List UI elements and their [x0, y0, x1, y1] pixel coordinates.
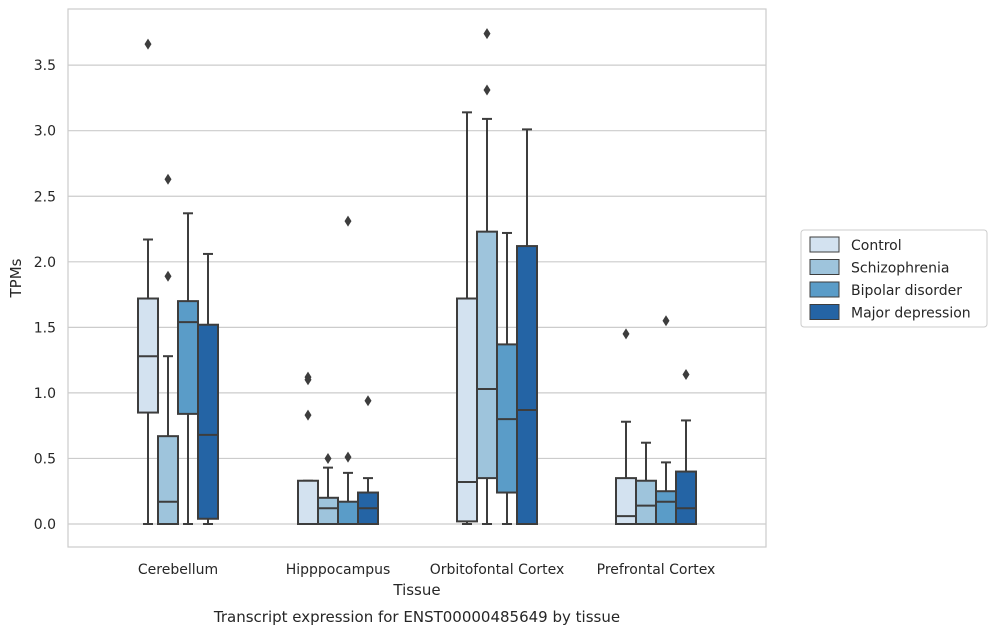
box-iqr [476, 230, 498, 480]
box-major-depression [516, 128, 538, 525]
legend-swatch [809, 304, 840, 320]
box-iqr [177, 300, 199, 415]
box-major-depression [675, 369, 697, 525]
box-bipolar-disorder [496, 231, 518, 525]
x-axis-label: Tissue [392, 581, 440, 599]
outlier-point [304, 371, 312, 383]
outlier-point [483, 84, 491, 96]
outlier-point [622, 328, 630, 340]
x-tick-label: Hipppocampus [286, 562, 391, 578]
box-iqr [337, 500, 359, 526]
outlier-point [364, 395, 372, 407]
box-iqr [635, 479, 657, 525]
y-tick-label: 0.5 [34, 451, 56, 467]
y-tick-label: 1.5 [34, 320, 56, 336]
legend-label: Bipolar disorder [851, 283, 962, 299]
legend-label: Schizophrenia [851, 261, 949, 277]
outlier-point [144, 38, 152, 50]
outlier-point [304, 409, 312, 421]
outlier-point [164, 270, 172, 282]
plot-frame [67, 8, 767, 548]
box-iqr [317, 496, 339, 525]
x-tick-label: Orbitofontal Cortex [430, 562, 565, 578]
box-major-depression [197, 252, 219, 525]
y-tick-label: 0.0 [34, 517, 56, 533]
y-axis-ticks: 0.0 0.5 1.0 1.5 2.0 2.5 3.0 3.5 [34, 58, 56, 533]
box-iqr [197, 323, 219, 520]
legend-swatch [809, 281, 840, 298]
y-tick-label: 2.0 [34, 255, 56, 271]
outlier-point [662, 315, 670, 327]
box-schizophrenia [476, 28, 498, 525]
x-axis-ticks: Cerebellum Hipppocampus Orbitofontal Corte… [138, 562, 715, 578]
plot-background [68, 9, 766, 547]
outlier-point [344, 451, 352, 463]
box-schizophrenia [157, 173, 179, 525]
legend-swatch [809, 236, 840, 253]
y-tick-label: 2.5 [34, 189, 56, 205]
box-control [297, 371, 319, 525]
box-iqr [297, 479, 319, 525]
y-tick-label: 1.0 [34, 386, 56, 402]
box-iqr [675, 470, 697, 525]
outlier-point [324, 452, 332, 464]
box-iqr [655, 490, 677, 526]
outlier-point [164, 173, 172, 185]
box-groups [137, 28, 697, 526]
legend-swatch [809, 259, 840, 275]
y-tick-label: 3.5 [34, 58, 56, 74]
outlier-point [483, 28, 491, 40]
box-major-depression [357, 395, 379, 526]
y-axis-label: TPMs [7, 258, 25, 298]
box-control [137, 38, 159, 525]
box-iqr [516, 245, 538, 525]
outlier-point [682, 369, 690, 381]
box-bipolar-disorder [337, 215, 359, 526]
y-tick-label: 3.0 [34, 124, 56, 140]
x-tick-label: Cerebellum [138, 562, 218, 578]
legend: Control Schizophrenia Bipolar disorder Majo… [800, 229, 988, 328]
outlier-point [344, 215, 352, 227]
x-tick-label: Prefrontal Cortex [597, 562, 716, 578]
legend-frame [800, 229, 988, 328]
chart-caption: Transcript expression for ENST0000048564… [213, 608, 620, 626]
box-iqr [157, 435, 179, 525]
legend-label: Major depression [851, 306, 971, 322]
box-iqr [456, 297, 478, 523]
legend-label: Control [851, 238, 902, 254]
